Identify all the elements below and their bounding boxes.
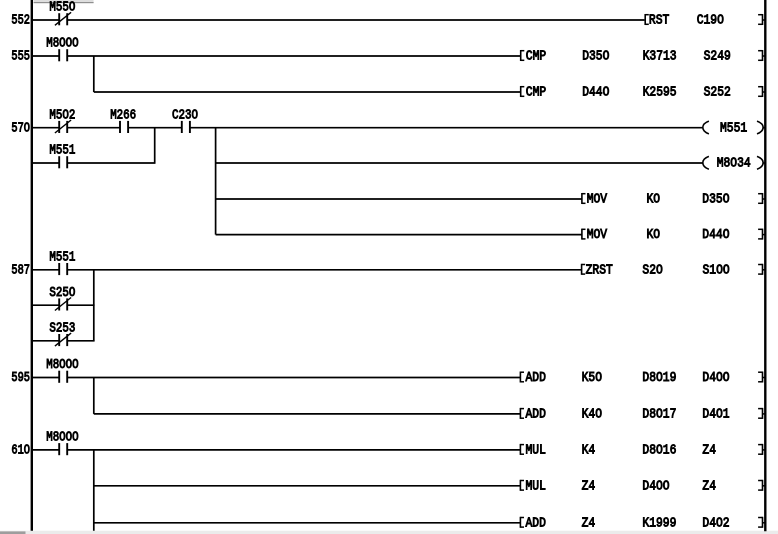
- svg-text:552: 552: [11, 14, 30, 29]
- svg-text:Z4: Z4: [582, 479, 596, 494]
- svg-text:M8OOO: M8OOO: [46, 431, 78, 446]
- svg-text:D44O: D44O: [582, 86, 609, 101]
- svg-text:M5O2: M5O2: [49, 108, 75, 123]
- svg-text:ADD: ADD: [526, 516, 546, 531]
- svg-text:S249: S249: [704, 50, 731, 65]
- svg-text:C23O: C23O: [172, 108, 198, 123]
- svg-text:M551: M551: [49, 144, 75, 159]
- svg-text:S253: S253: [49, 321, 75, 336]
- svg-text:D4O2: D4O2: [702, 516, 729, 531]
- svg-text:555: 555: [11, 50, 30, 65]
- svg-text:MOV: MOV: [587, 228, 607, 243]
- svg-text:D8O17: D8O17: [642, 408, 676, 423]
- svg-text:D8O16: D8O16: [642, 444, 676, 459]
- svg-text:Z4: Z4: [702, 444, 716, 459]
- svg-text:S252: S252: [704, 86, 731, 101]
- svg-text:D4OO: D4OO: [702, 371, 729, 386]
- svg-text:57O: 57O: [11, 121, 30, 136]
- svg-text:MUL: MUL: [526, 444, 546, 459]
- svg-text:C19O: C19O: [697, 14, 724, 29]
- svg-text:MOV: MOV: [587, 193, 607, 208]
- svg-text:D4O1: D4O1: [702, 408, 729, 423]
- svg-text:M266: M266: [110, 108, 136, 123]
- svg-text:K4O: K4O: [582, 408, 602, 423]
- svg-text:S25O: S25O: [49, 286, 75, 301]
- svg-text:M551: M551: [49, 250, 75, 265]
- svg-text:Z4: Z4: [582, 516, 596, 531]
- svg-text:S1OO: S1OO: [703, 263, 730, 278]
- svg-text:K4: K4: [582, 444, 596, 459]
- svg-text:M8OOO: M8OOO: [46, 358, 78, 373]
- svg-text:MUL: MUL: [526, 479, 546, 494]
- svg-text:ADD: ADD: [526, 371, 546, 386]
- svg-text:S2O: S2O: [642, 263, 662, 278]
- svg-text:K2595: K2595: [643, 86, 677, 101]
- svg-text:M551: M551: [720, 121, 747, 136]
- svg-text:587: 587: [11, 263, 30, 278]
- svg-text:KO: KO: [647, 193, 661, 208]
- svg-text:M8O34: M8O34: [717, 157, 751, 172]
- svg-text:D35O: D35O: [702, 193, 729, 208]
- svg-text:KO: KO: [647, 228, 661, 243]
- svg-text:595: 595: [11, 371, 30, 386]
- svg-text:D4OO: D4OO: [642, 479, 669, 494]
- svg-text:D35O: D35O: [582, 50, 609, 65]
- svg-text:RST: RST: [649, 14, 669, 29]
- svg-text:Z4: Z4: [702, 479, 716, 494]
- svg-text:M55O: M55O: [49, 1, 75, 16]
- svg-text:CMP: CMP: [526, 86, 546, 101]
- svg-text:M8OOO: M8OOO: [46, 37, 78, 52]
- svg-text:D8O19: D8O19: [642, 371, 676, 386]
- svg-text:ZRST: ZRST: [586, 263, 613, 278]
- svg-text:CMP: CMP: [526, 50, 546, 65]
- svg-text:ADD: ADD: [526, 408, 546, 423]
- svg-text:K3713: K3713: [643, 50, 677, 65]
- svg-text:K1999: K1999: [642, 516, 676, 531]
- svg-text:D44O: D44O: [702, 228, 729, 243]
- svg-text:61O: 61O: [11, 444, 30, 459]
- svg-text:K5O: K5O: [582, 371, 602, 386]
